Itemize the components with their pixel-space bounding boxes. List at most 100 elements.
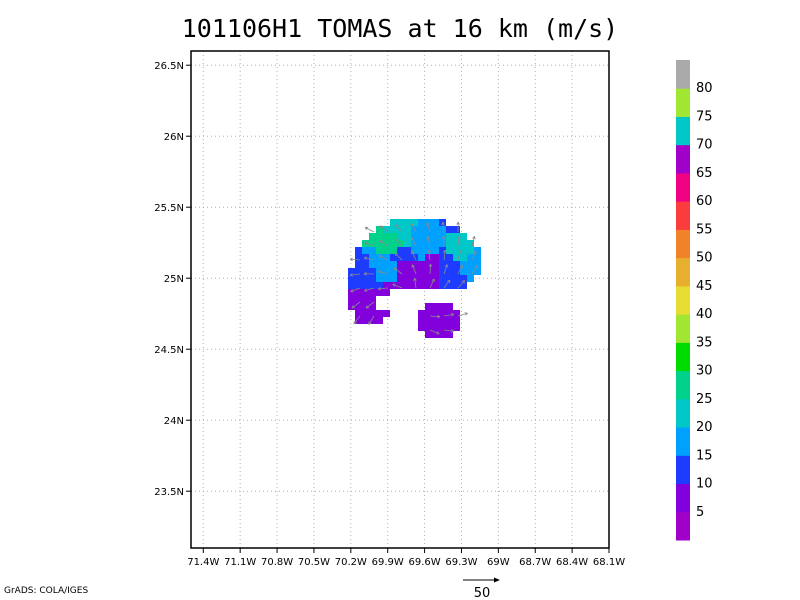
- wind-speed-cell: [355, 261, 362, 268]
- wind-speed-field: [348, 219, 481, 338]
- y-tick-label: 23.5N: [154, 487, 184, 498]
- wind-speed-cell: [355, 247, 362, 254]
- wind-vector-head: [458, 250, 462, 253]
- wind-vector-head: [394, 252, 397, 256]
- wind-vectors: [349, 221, 478, 335]
- wind-speed-cell: [453, 240, 460, 247]
- wind-vector: [364, 257, 375, 261]
- wind-speed-cell: [446, 275, 453, 282]
- wind-speed-cell: [397, 275, 404, 282]
- wind-speed-cell: [390, 247, 397, 254]
- wind-speed-cell: [425, 324, 432, 331]
- wind-speed-cell: [362, 289, 369, 296]
- wind-speed-cell: [383, 268, 390, 275]
- wind-speed-cell: [369, 254, 376, 261]
- wind-vector-head: [350, 289, 353, 292]
- wind-vector: [378, 287, 389, 290]
- wind-vector-head: [426, 236, 428, 240]
- reference-vector: 50: [463, 577, 500, 600]
- wind-vector: [414, 278, 417, 289]
- wind-speed-cell: [376, 261, 383, 268]
- wind-speed-cell: [453, 282, 460, 289]
- wind-speed-cell: [404, 254, 411, 261]
- credit-label: GrADS: COLA/IGES: [4, 586, 89, 596]
- plot-frame: [190, 50, 610, 549]
- wind-vector: [457, 280, 465, 289]
- wind-speed-cell: [362, 261, 369, 268]
- wind-vector: [411, 264, 417, 275]
- x-tick-label: 68.4W: [556, 557, 588, 568]
- wind-vector-head: [349, 274, 354, 277]
- wind-speed-cell: [362, 268, 369, 275]
- colorbar-label: 65: [696, 166, 713, 181]
- wind-speed-cell: [446, 226, 453, 233]
- colorbar-swatch: [676, 88, 690, 117]
- wind-speed-cell: [460, 247, 467, 254]
- wind-vector-head: [474, 265, 478, 268]
- wind-speed-cell: [432, 324, 439, 331]
- wind-speed-cell: [376, 233, 383, 240]
- wind-speed-cell: [439, 310, 446, 317]
- wind-speed-cell: [369, 233, 376, 240]
- wind-vector-head: [472, 236, 475, 239]
- colorbar-label: 80: [696, 81, 713, 96]
- wind-speed-cell: [404, 275, 411, 282]
- wind-speed-cell: [446, 247, 453, 254]
- wind-vector: [394, 252, 403, 261]
- wind-speed-cell: [369, 296, 376, 303]
- wind-speed-cell: [397, 226, 404, 233]
- wind-speed-cell: [362, 296, 369, 303]
- wind-speed-cell: [397, 268, 404, 275]
- wind-speed-cell: [432, 233, 439, 240]
- wind-vector-head: [446, 264, 449, 268]
- wind-vector-head: [426, 222, 430, 225]
- wind-speed-cell: [432, 226, 439, 233]
- wind-speed-cell: [460, 282, 467, 289]
- wind-speed-cell: [446, 233, 453, 240]
- wind-speed-cell: [439, 247, 446, 254]
- wind-vector: [457, 264, 463, 275]
- wind-speed-cell: [383, 310, 390, 317]
- wind-speed-cell: [404, 226, 411, 233]
- wind-vector: [368, 315, 375, 325]
- wind-vector-head: [450, 313, 455, 315]
- wind-vector-head: [427, 236, 430, 239]
- wind-speed-cell: [362, 282, 369, 289]
- wind-vector: [392, 283, 403, 289]
- wind-vector-head: [460, 250, 462, 254]
- wind-vector-head: [395, 224, 399, 226]
- wind-vector: [395, 224, 403, 233]
- wind-speed-cell: [439, 275, 446, 282]
- wind-vector-head: [363, 272, 367, 275]
- wind-speed-cell: [411, 268, 418, 275]
- wind-speed-cell: [369, 268, 376, 275]
- wind-speed-cell: [362, 303, 369, 310]
- wind-speed-cell: [439, 331, 446, 338]
- wind-vector: [428, 250, 431, 261]
- wind-vector-head: [412, 264, 415, 267]
- wind-speed-cell: [376, 310, 383, 317]
- wind-speed-cell: [439, 317, 446, 324]
- wind-speed-cell: [397, 254, 404, 261]
- colorbar-label: 50: [696, 251, 713, 266]
- wind-speed-cell: [383, 254, 390, 261]
- colorbar-label: 15: [696, 448, 713, 463]
- wind-speed-cell: [467, 240, 474, 247]
- wind-speed-cell: [355, 268, 362, 275]
- wind-vector-head: [392, 284, 395, 287]
- wind-speed-cell: [418, 240, 425, 247]
- wind-speed-cell: [383, 275, 390, 282]
- wind-speed-cell: [348, 282, 355, 289]
- wind-speed-cell: [425, 219, 432, 226]
- wind-speed-cell: [397, 219, 404, 226]
- wind-speed-cell: [404, 233, 411, 240]
- wind-speed-cell: [453, 317, 460, 324]
- colorbar-label: 5: [696, 505, 704, 520]
- wind-speed-cell: [411, 219, 418, 226]
- wind-vector: [457, 312, 468, 317]
- wind-vector-head: [413, 277, 416, 282]
- wind-speed-cell: [432, 331, 439, 338]
- wind-vector-head: [349, 258, 353, 262]
- wind-speed-cell: [425, 331, 432, 338]
